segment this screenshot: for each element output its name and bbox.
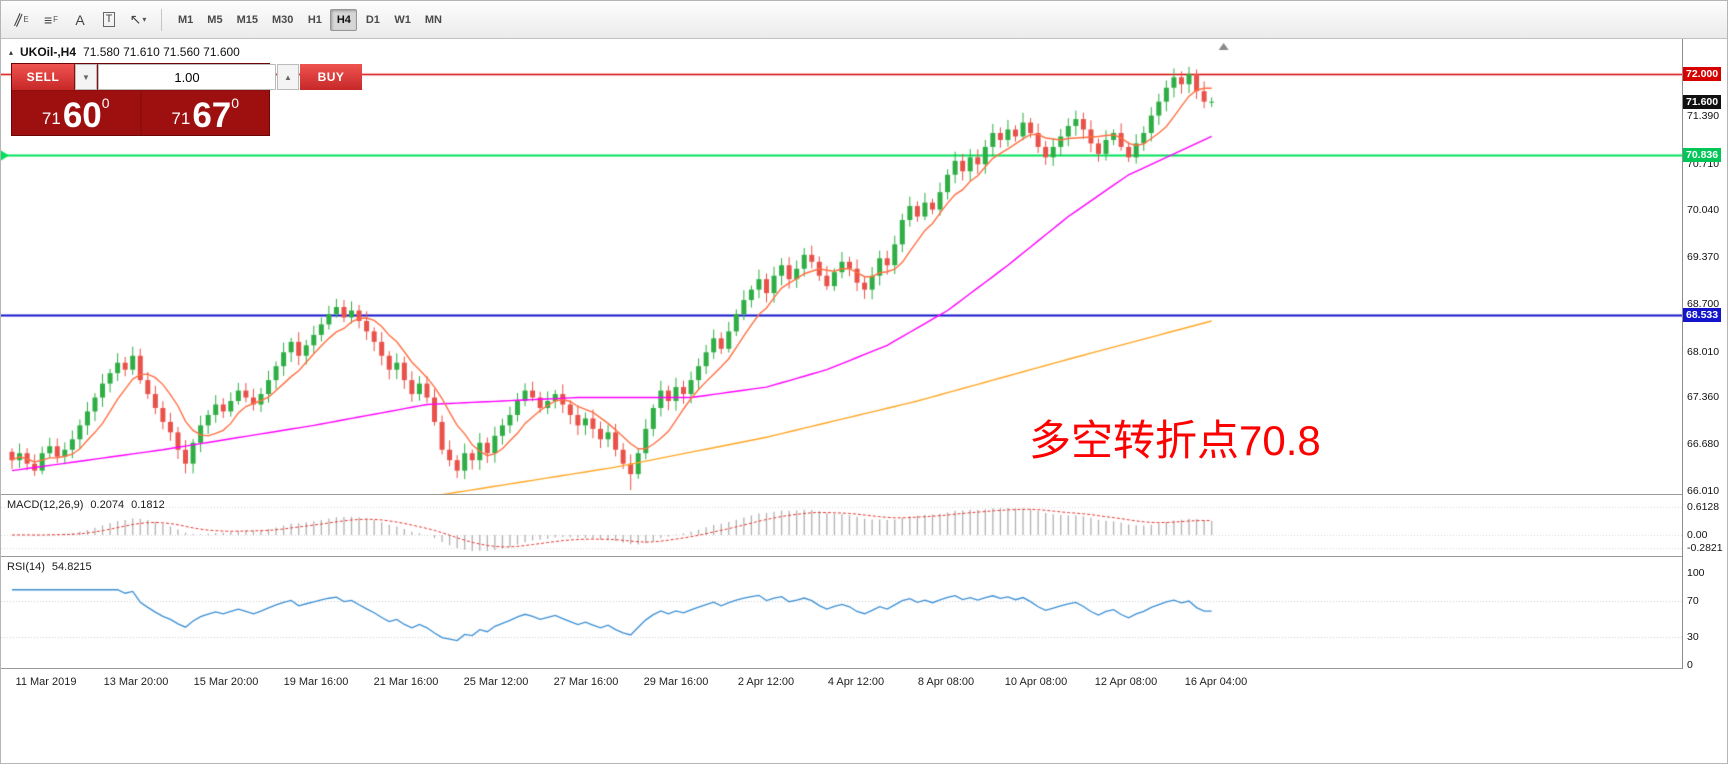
price-badge: 70.836 (1683, 147, 1722, 162)
volume-input[interactable] (98, 64, 276, 90)
panel-separator (1, 668, 1727, 669)
time-axis-label: 12 Apr 08:00 (1094, 676, 1158, 688)
timeframe-mn[interactable]: MN (424, 13, 442, 26)
time-axis-label: 11 Mar 2019 (15, 676, 77, 688)
text-label-icon[interactable]: T (96, 7, 122, 33)
price-axis[interactable]: 71.390 70.710 70.040 69.370 68.700 68.010 67.3… (1683, 39, 1727, 763)
bid-price-sup: 0 (101, 95, 110, 111)
one-click-trading-panel: SELL ▼ ▲ BUY 71 60 0 71 67 0 (11, 63, 362, 136)
timeframe-w1[interactable]: W1 (394, 13, 411, 26)
ask-price-big: 67 (192, 96, 232, 136)
buy-button[interactable]: BUY (300, 64, 362, 90)
timeframe-m30[interactable]: M30 (271, 13, 294, 26)
price-chart-canvas[interactable] (1, 39, 1683, 495)
time-axis-label: 15 Mar 20:00 (193, 676, 259, 688)
price-badge: 72.000 (1683, 66, 1722, 81)
toolbar-separator (161, 8, 162, 31)
macd-value-main: 0.2074 (90, 499, 125, 511)
rsi-header: RSI(14) 54.8215 (7, 561, 92, 573)
price-axis-border (1682, 39, 1683, 669)
panel-separator (1, 556, 1727, 557)
price-tick-label: 67.360 (1687, 390, 1720, 403)
timeframe-m1[interactable]: M1 (178, 13, 194, 26)
timeframe-h1[interactable]: H1 (307, 13, 322, 26)
time-axis-label: 10 Apr 08:00 (1004, 676, 1068, 688)
arrows-icon[interactable]: ↖ ▾ (129, 11, 147, 27)
time-axis-label: 16 Apr 04:00 (1184, 676, 1248, 688)
time-axis[interactable]: 11 Mar 2019 13 Mar 20:00 15 Mar 20:00 19 Ma… (1, 669, 1727, 763)
ohlc-values: 71.580 71.610 71.560 71.600 (83, 45, 240, 59)
chart-title: ▴ UKOil-,H4 71.580 71.610 71.560 71.600 (9, 45, 240, 59)
price-badge: 71.600 (1683, 94, 1722, 109)
macd-value-signal: 0.1812 (131, 499, 165, 511)
volume-dropdown-icon[interactable]: ▼ (75, 64, 97, 90)
rsi-scale-label: 0 (1687, 659, 1693, 671)
symbol-label: UKOil-,H4 (20, 45, 77, 59)
collapse-triangle-icon: ▴ (9, 47, 14, 57)
price-tick-label: 68.010 (1687, 345, 1720, 358)
time-axis-label: 2 Apr 12:00 (737, 676, 795, 688)
price-badge: 68.533 (1683, 308, 1722, 323)
bid-price-display[interactable]: 71 60 0 (12, 91, 140, 135)
text-icon[interactable]: A (75, 11, 85, 28)
ask-price-sup: 0 (231, 95, 240, 111)
timeframe-m5[interactable]: M5 (207, 13, 223, 26)
rsi-scale-label: 30 (1687, 631, 1699, 644)
price-tick-label: 66.680 (1687, 438, 1720, 451)
time-axis-label: 21 Mar 16:00 (373, 676, 439, 688)
rsi-scale-label: 100 (1687, 567, 1705, 579)
toolbar: ∥ E ≡ F A T ↖ ▾ M1 M5 M15 M30 H1 H4 D1 W1 MN (1, 1, 1727, 39)
time-axis-label: 8 Apr 08:00 (917, 676, 975, 688)
equidistant-channel-icon[interactable]: ∥ E (12, 10, 29, 28)
bid-price-small: 71 (41, 109, 61, 128)
bid-price-big: 60 (62, 96, 102, 136)
timeframe-d1[interactable]: D1 (365, 13, 380, 26)
time-axis-label: 29 Mar 16:00 (643, 676, 709, 688)
price-tick-label: 66.010 (1687, 484, 1720, 497)
time-axis-label: 27 Mar 16:00 (553, 676, 619, 688)
macd-scale-label: 0.6128 (1687, 500, 1720, 513)
rsi-canvas[interactable] (1, 557, 1683, 669)
chart-annotation-text: 多空转折点70.8 (1029, 417, 1321, 464)
macd-scale-label: 0.00 (1687, 529, 1708, 541)
price-tick-label: 70.040 (1687, 204, 1720, 217)
timeframe-h4[interactable]: H4 (330, 8, 358, 31)
price-tick-label: 69.370 (1687, 250, 1720, 263)
price-tick-label: 68.700 (1687, 297, 1720, 310)
rsi-scale-label: 70 (1687, 594, 1699, 607)
sell-button[interactable]: SELL (12, 64, 74, 90)
time-axis-label: 4 Apr 12:00 (827, 676, 885, 688)
rsi-label: RSI(14) (7, 561, 45, 573)
macd-scale-label: -0.2821 (1687, 541, 1723, 554)
ask-price-small: 71 (171, 109, 191, 128)
volume-increase-icon[interactable]: ▲ (277, 64, 299, 90)
timeframe-m15[interactable]: M15 (236, 13, 258, 26)
macd-canvas[interactable] (1, 495, 1683, 557)
ask-price-display[interactable]: 71 67 0 (141, 91, 269, 136)
time-axis-label: 13 Mar 20:00 (103, 676, 169, 688)
macd-header: MACD(12,26,9) 0.2074 0.1812 (7, 499, 165, 511)
price-tick-label: 71.390 (1687, 110, 1720, 123)
toolbar-tools: ∥ E ≡ F A T ↖ ▾ (9, 7, 151, 33)
rsi-value: 54.8215 (51, 561, 92, 573)
time-axis-label: 25 Mar 12:00 (463, 676, 529, 688)
macd-label: MACD(12,26,9) (7, 499, 84, 511)
fibonacci-retracement-icon[interactable]: ≡ F (43, 11, 59, 28)
timeframe-button-group: M1 M5 M15 M30 H1 H4 D1 W1 MN (172, 8, 448, 31)
time-axis-label: 19 Mar 16:00 (283, 676, 349, 688)
panel-separator (1, 494, 1727, 495)
